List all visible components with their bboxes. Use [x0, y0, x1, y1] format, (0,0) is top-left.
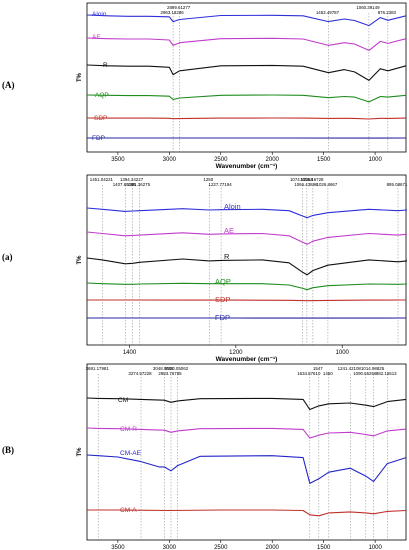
series-line-sdp — [86, 117, 407, 120]
peak-label: 876.2383 — [378, 10, 397, 15]
peak-label: 1407.89195 — [113, 182, 137, 187]
series-line-aloin — [86, 207, 408, 219]
peak-label: 882.15513 — [376, 371, 397, 376]
series-label-ae: AE — [92, 34, 101, 41]
series-line-aqp — [86, 282, 408, 291]
peak-label: 3274.97228 — [128, 371, 152, 376]
series-label-sdp: SDP — [215, 295, 230, 304]
x-axis-label: Wavenumber (cm⁻¹) — [216, 356, 278, 363]
series-label-r: R — [103, 62, 108, 69]
x-tick-label: 1000 — [336, 350, 350, 356]
series-line-ae — [86, 37, 407, 51]
series-line-r — [86, 257, 408, 276]
series-label-sdp: SDP — [94, 115, 107, 122]
peak-label: 2899.61277 — [167, 5, 191, 10]
peak-label: 1026.8667 — [317, 182, 338, 187]
peak-label: 1090.65266 — [353, 371, 377, 376]
peak-label: 1074.52268 — [290, 177, 314, 182]
x-tick-label: 2000 — [266, 545, 280, 550]
peak-label: 1381.36275 — [127, 182, 151, 187]
x-tick-label: 1400 — [123, 350, 137, 356]
series-label-cm: CM — [118, 397, 128, 404]
series-label-aqp: AQP — [95, 92, 109, 99]
series-line-cm-r — [86, 427, 407, 439]
panel-label-a: (a) — [2, 252, 13, 262]
series-label-r: R — [224, 252, 230, 261]
peak-label: 2920.05062 — [165, 366, 189, 371]
panel-label-B: (B) — [2, 445, 14, 455]
plot-frame — [86, 363, 407, 541]
panel-a: 1451.042211407.891951394.342271381.36275… — [77, 174, 408, 363]
x-tick-label: 1500 — [317, 545, 331, 550]
peak-label: 1055.16728 — [300, 177, 324, 182]
series-line-cm — [86, 397, 407, 411]
peak-label: 1394.34227 — [120, 177, 144, 182]
x-tick-label: 3000 — [163, 157, 177, 163]
peak-label: 1450 — [323, 371, 333, 376]
series-label-fdp: FDP — [92, 135, 105, 142]
plot-frame — [86, 2, 407, 153]
series-line-aloin — [86, 14, 407, 27]
peak-label: 1060.39149 — [356, 5, 380, 10]
x-tick-label: 3500 — [111, 157, 125, 163]
series-line-cm-a — [87, 509, 407, 517]
x-tick-label: 2500 — [214, 157, 228, 163]
x-tick-label: 2000 — [266, 157, 280, 163]
peak-label: 1453.49787 — [316, 10, 340, 15]
peak-label: 1451.04221 — [90, 177, 114, 182]
series-line-sdp — [87, 299, 407, 302]
x-tick-label: 1000 — [368, 157, 382, 163]
panel-label-A: (A) — [2, 80, 15, 90]
series-label-ae: AE — [224, 226, 234, 235]
series-line-ae — [86, 231, 408, 245]
series-label-cm-ae: CM-AE — [120, 450, 142, 457]
series-label-aloin: Aloin — [92, 11, 107, 18]
series-label-aqp: AQP — [215, 277, 231, 286]
peak-label: 1547 — [313, 366, 323, 371]
peak-label: 2963.18286 — [161, 10, 185, 15]
series-line-aqp — [86, 94, 407, 103]
peak-label: 895.08671 — [387, 182, 408, 187]
peak-label: 1014.98825 — [361, 366, 385, 371]
x-axis-label: Wavenumber (cm⁻¹) — [216, 163, 278, 170]
x-tick-label: 3000 — [163, 545, 177, 550]
peak-label: 1066.43896 — [294, 182, 318, 187]
peak-label: 3048.9604 — [153, 366, 174, 371]
x-tick-label: 3500 — [111, 545, 125, 550]
series-label-cm-r: CM-R — [120, 426, 137, 433]
x-tick-label: 2500 — [214, 545, 228, 550]
y-axis-label: T% — [77, 447, 83, 457]
panel-B: 3691.179813274.972283048.96042983.767852… — [77, 363, 407, 550]
series-label-aloin: Aloin — [224, 202, 241, 211]
x-tick-label: 1000 — [368, 545, 382, 550]
peak-label: 1241.42108 — [338, 366, 362, 371]
y-axis-label: T% — [77, 72, 83, 82]
series-label-fdp: FDP — [215, 313, 230, 322]
series-line-cm-ae — [86, 454, 407, 484]
peak-label: 1634.87610 — [297, 371, 321, 376]
y-axis-label: T% — [77, 255, 83, 265]
peak-label: 3691.17981 — [86, 366, 110, 371]
peak-label: 1250 — [203, 177, 213, 182]
peak-label: 1227.77194 — [209, 182, 233, 187]
x-tick-label: 1200 — [229, 350, 243, 356]
series-line-r — [86, 64, 407, 81]
x-tick-label: 1500 — [317, 157, 331, 163]
series-label-cm-a: CM-A — [120, 507, 137, 514]
peak-label: 2983.76785 — [158, 371, 182, 376]
